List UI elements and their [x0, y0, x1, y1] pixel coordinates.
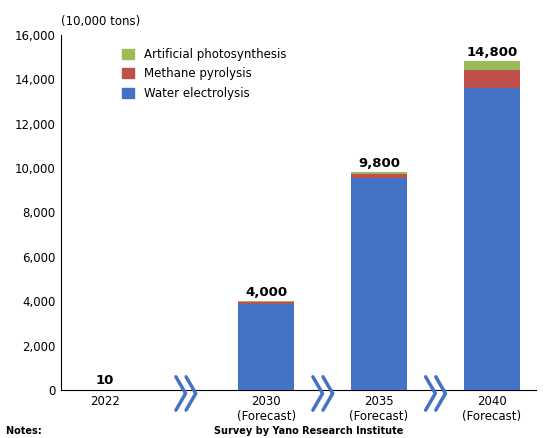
Bar	[351, 178, 407, 390]
Bar	[463, 88, 520, 390]
Text: 10: 10	[96, 374, 114, 387]
Text: (10,000 tons): (10,000 tons)	[61, 14, 140, 28]
Bar	[351, 174, 407, 178]
Bar	[351, 173, 407, 174]
Bar	[463, 61, 520, 70]
Text: 14,800: 14,800	[466, 46, 517, 59]
Text: 9,800: 9,800	[358, 157, 400, 170]
Text: 4,000: 4,000	[245, 286, 287, 299]
Text: Notes:                                                   Survey by Yano Research: Notes: Survey by Yano Research	[6, 426, 403, 436]
Bar	[238, 304, 294, 390]
Bar	[238, 301, 294, 302]
Bar	[238, 302, 294, 304]
Legend: Artificial photosynthesis, Methane pyrolysis, Water electrolysis: Artificial photosynthesis, Methane pyrol…	[119, 44, 290, 103]
Bar	[463, 70, 520, 88]
